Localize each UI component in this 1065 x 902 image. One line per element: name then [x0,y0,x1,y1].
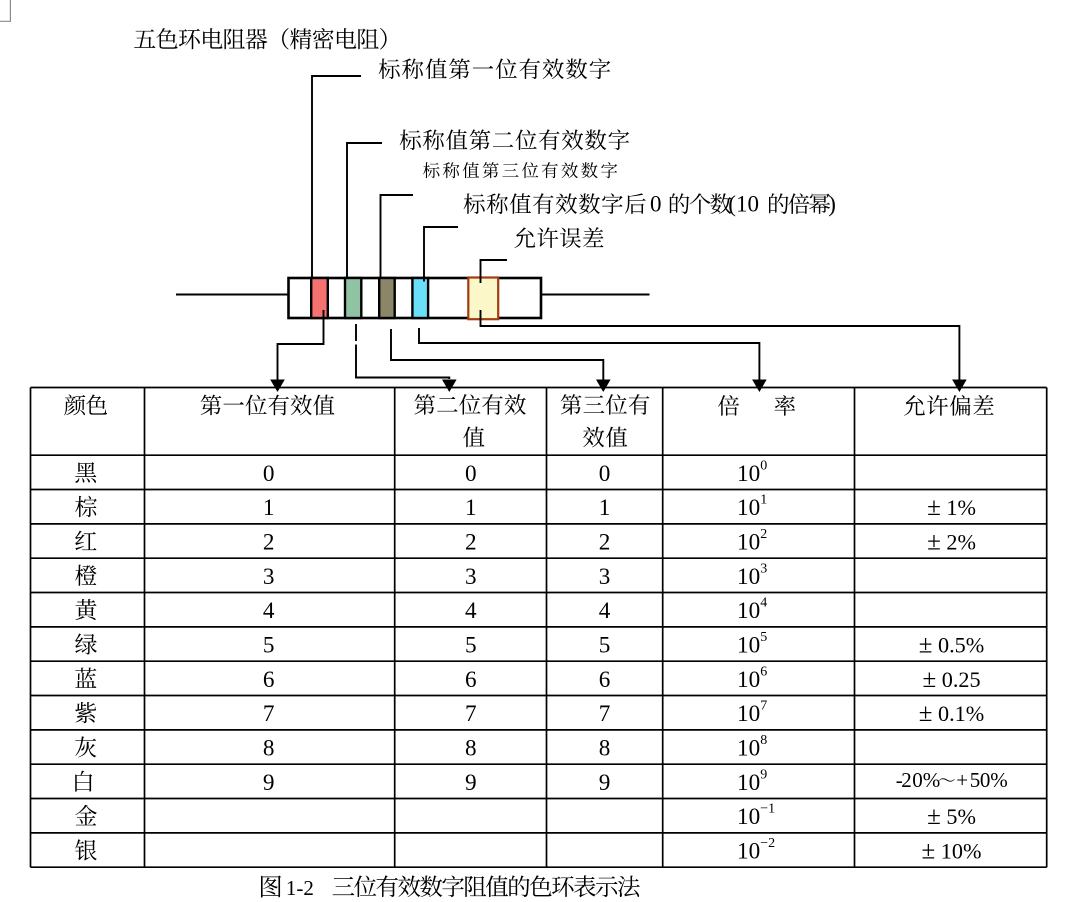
svg-text:± 1%: ± 1% [927,494,976,521]
svg-text:0: 0 [263,461,275,487]
svg-text:0: 0 [650,192,662,217]
svg-text:4: 4 [599,598,611,624]
svg-text:9: 9 [263,770,275,796]
svg-text:8: 8 [465,736,477,762]
svg-text:6: 6 [599,667,611,693]
svg-text:3: 3 [465,564,477,590]
svg-text:2: 2 [901,768,912,792]
svg-text:2: 2 [263,530,275,556]
svg-text:8: 8 [263,736,275,762]
svg-text:± 5%: ± 5% [927,803,976,830]
svg-text:5: 5 [599,633,611,659]
svg-text:1: 1 [599,495,611,521]
svg-text:9: 9 [599,770,611,796]
svg-text:3: 3 [263,564,275,590]
svg-text:0: 0 [599,461,611,487]
svg-text:4: 4 [465,598,477,624]
svg-text:7: 7 [599,701,611,727]
svg-text:0: 0 [465,461,477,487]
svg-text:6: 6 [263,667,275,693]
svg-text:5: 5 [970,768,981,792]
svg-text:8: 8 [599,736,611,762]
svg-text:± 0.5%: ± 0.5% [919,632,985,659]
svg-text:0: 0 [980,768,991,792]
svg-text:6: 6 [465,667,477,693]
svg-text:± 2%: ± 2% [927,529,976,556]
svg-text:5: 5 [263,633,275,659]
svg-text:+: + [956,768,968,792]
svg-text:2: 2 [465,530,477,556]
svg-text:± 10%: ± 10% [922,838,982,865]
svg-text:%: % [990,768,1008,792]
svg-text:± 0.1%: ± 0.1% [919,700,985,727]
svg-text:100: 100 [737,458,767,487]
svg-text:%: % [923,768,941,792]
svg-text:± 0.25: ± 0.25 [922,666,980,693]
svg-text:4: 4 [263,598,275,624]
svg-text:0: 0 [912,768,923,792]
svg-text:9: 9 [465,770,477,796]
svg-text:1: 1 [263,495,275,521]
svg-text:1-2: 1-2 [286,876,314,900]
svg-text:-: - [896,768,903,792]
svg-text:5: 5 [465,633,477,659]
svg-text:7: 7 [263,701,275,727]
svg-text:(10: (10 [728,192,759,217]
svg-text:): ) [828,192,836,217]
svg-text:1: 1 [465,495,477,521]
svg-text:106: 106 [737,664,767,693]
svg-text:7: 7 [465,701,477,727]
svg-text:2: 2 [599,530,611,556]
svg-text:3: 3 [599,564,611,590]
